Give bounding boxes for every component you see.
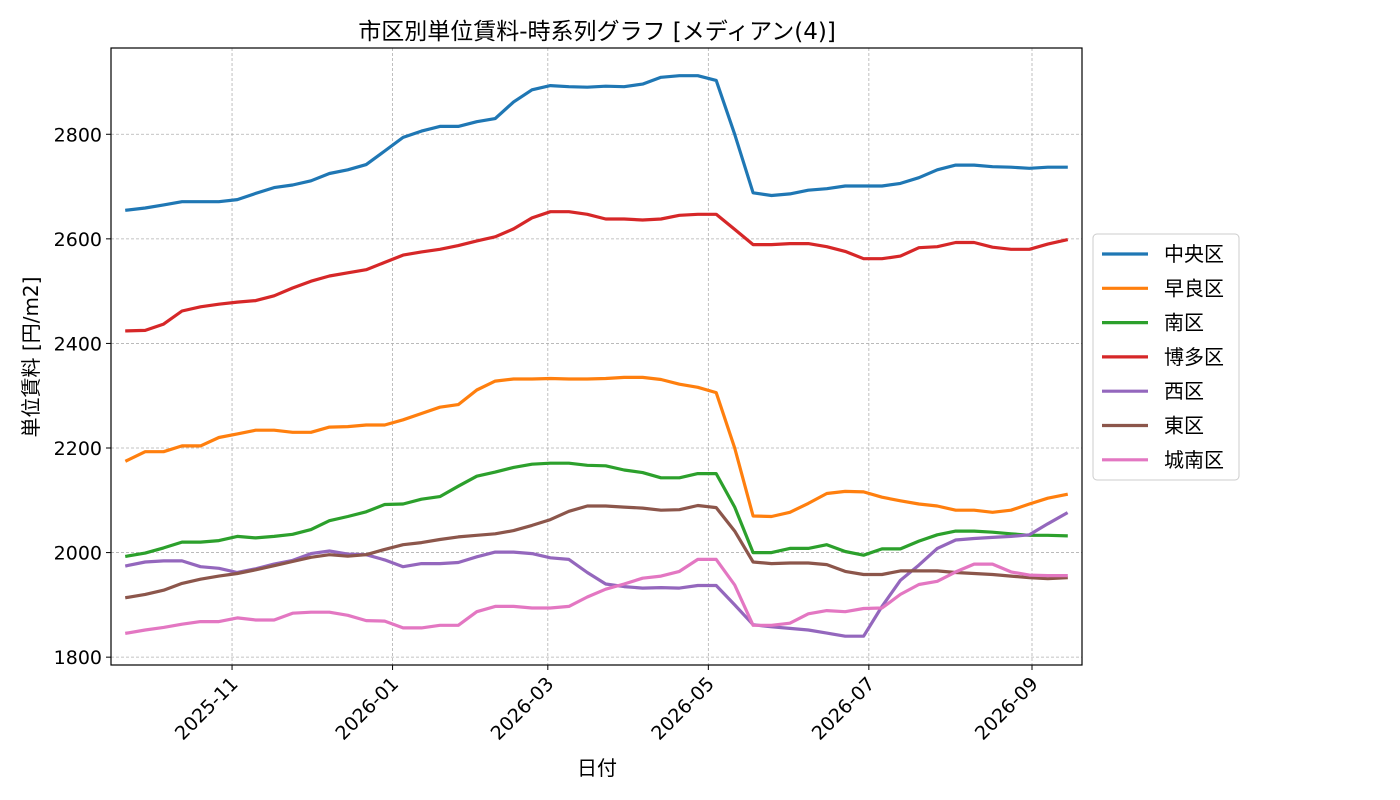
y-tick-label: 2600 (54, 229, 102, 251)
series-line (124, 557, 1068, 635)
y-tick-label: 2400 (54, 333, 102, 355)
x-tick-label: 2026-01 (331, 673, 403, 745)
x-tick-label: 2026-09 (971, 673, 1043, 745)
series-line (125, 74, 1068, 212)
series-line (124, 375, 1069, 519)
legend-label: 西区 (1164, 379, 1204, 403)
series-line (124, 461, 1068, 559)
x-tick-label: 2026-07 (808, 673, 880, 745)
y-tick-label: 2000 (54, 543, 102, 565)
x-tick-label: 2025-11 (171, 673, 243, 745)
x-axis: 2025-11 2026-01 2026-03 2026-05 2026-07 2026-… (171, 665, 1043, 745)
legend-label: 博多区 (1164, 345, 1224, 369)
x-axis-label: 日付 (577, 756, 617, 780)
x-tick-label: 2026-03 (487, 673, 559, 745)
legend-label: 東区 (1164, 414, 1204, 438)
grid-lines (111, 48, 1082, 665)
plot-frame (110, 47, 1083, 666)
legend-label: 城南区 (1164, 448, 1224, 472)
y-tick-label: 2800 (54, 124, 102, 146)
y-tick-label: 2200 (54, 438, 102, 460)
chart-title: 市区別単位賃料-時系列グラフ [メディアン(4)] (358, 19, 836, 45)
legend-label: 中央区 (1164, 242, 1224, 266)
legend-label: 南区 (1164, 311, 1204, 335)
legend-label: 早良区 (1164, 276, 1224, 300)
y-axis: 1800 2000 2200 2400 2600 2800 (54, 124, 111, 669)
x-tick-label: 2026-05 (647, 673, 719, 745)
legend-box (1092, 233, 1240, 481)
series-line (125, 210, 1069, 333)
y-tick-label: 1800 (54, 647, 102, 669)
series-line (124, 503, 1068, 600)
series-lines (124, 74, 1069, 638)
y-axis-label: 単位賃料 [円/m2] (19, 277, 43, 438)
